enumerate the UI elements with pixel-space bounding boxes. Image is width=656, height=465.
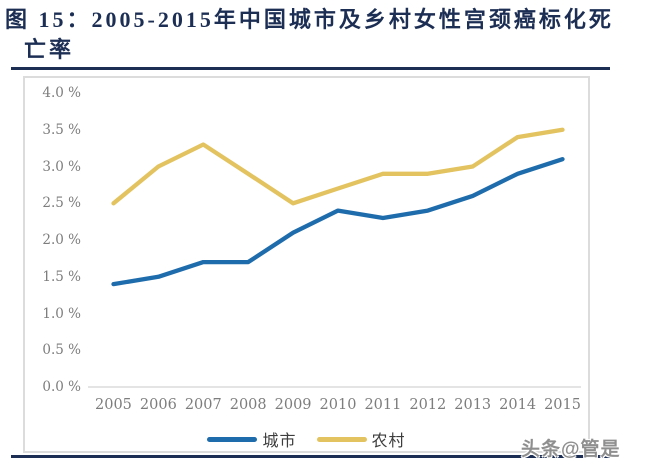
legend-swatch (316, 436, 367, 442)
y-axis-tick-label: 0.5 % (42, 342, 81, 359)
legend-label: 城市 (262, 431, 297, 450)
y-axis-tick-label: 0.0 % (42, 379, 81, 395)
figure-title-line1: 图 15：2005-2015年中国城市及乡村女性宫颈癌标化死 (5, 7, 614, 32)
y-axis-tick-label: 1.5 % (42, 268, 81, 285)
watermark: 头条@管是 (521, 439, 621, 460)
x-axis-tick-label: 2010 (319, 397, 357, 413)
legend-swatch (207, 436, 258, 442)
legend-item-城市: 城市 (207, 427, 296, 451)
x-axis-tick-label: 2012 (409, 397, 447, 413)
x-axis-tick-label: 2015 (544, 397, 581, 413)
chart-legend: 城市 农村 (25, 427, 588, 451)
x-axis-tick-label: 2009 (274, 397, 312, 413)
y-axis-tick-label: 1.0 % (42, 305, 81, 322)
x-axis: 2005 2006 2007 2008 2009 2010 2011 2012 2013 2014… (91, 395, 585, 415)
chart-container: 4.0 % 3.5 % 3.0 % 2.5 % 2.0 % 1.5 % 1.0 % 0.5 %… (23, 76, 590, 453)
figure-title-line2: 亡率 (24, 37, 75, 62)
x-axis-tick-label: 2006 (139, 397, 177, 413)
title-divider-rule (11, 67, 610, 70)
series-line-农村 (111, 127, 565, 206)
x-axis-tick-label: 2007 (184, 397, 222, 413)
y-axis-tick-label: 3.0 % (42, 158, 81, 175)
line-chart-plot (88, 127, 581, 388)
y-axis-tick-label: 2.0 % (42, 232, 81, 248)
y-axis-tick-label: 2.5 % (42, 195, 81, 212)
figure-title: 图 15：2005-2015年中国城市及乡村女性宫颈癌标化死 亡率 (5, 5, 653, 65)
legend-label: 农村 (371, 431, 406, 450)
x-axis-tick-label: 2014 (499, 397, 537, 413)
bottom-divider-rule (11, 455, 610, 458)
y-axis-tick-label: 3.5 % (42, 121, 81, 138)
x-axis-tick-label: 2008 (229, 397, 267, 413)
x-axis-tick-label: 2005 (95, 397, 132, 413)
series-line-城市 (111, 157, 565, 287)
y-axis-tick-label: 4.0 % (42, 85, 81, 101)
x-axis-tick-label: 2013 (454, 397, 492, 413)
legend-item-农村: 农村 (316, 427, 406, 451)
x-axis-tick-label: 2011 (364, 397, 402, 413)
